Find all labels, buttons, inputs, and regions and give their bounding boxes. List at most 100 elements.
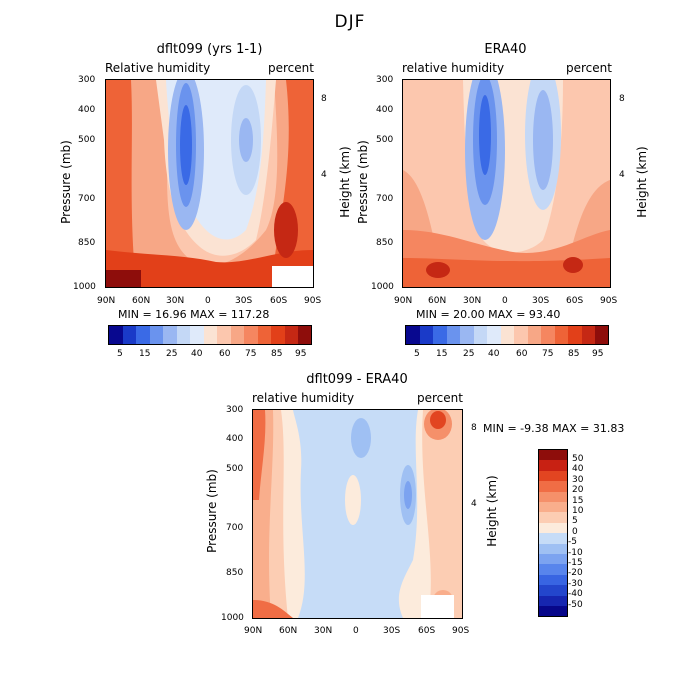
colorbar-label: 15 bbox=[572, 496, 584, 506]
units-label: percent bbox=[268, 61, 314, 75]
colorbar-label: 25 bbox=[463, 349, 475, 359]
colorbar-cell bbox=[298, 326, 311, 344]
colorbar-cell bbox=[539, 481, 567, 492]
lat-tick-30N: 30N bbox=[314, 626, 333, 636]
height-tick-8: 8 bbox=[619, 94, 625, 104]
colorbar-cell bbox=[539, 543, 567, 554]
colorbar-label: 20 bbox=[572, 485, 584, 495]
lat-tick-90S: 90S bbox=[304, 296, 322, 306]
surface-max bbox=[106, 270, 141, 287]
variable-label: relative humidity bbox=[252, 391, 355, 405]
colorbar-cell bbox=[433, 326, 447, 344]
pressure-tick-500: 500 bbox=[376, 135, 394, 145]
lat-tick-90N: 90N bbox=[394, 296, 413, 306]
colorbar-label: 25 bbox=[166, 349, 178, 359]
lat-tick-30S: 30S bbox=[383, 626, 401, 636]
colorbar-cell bbox=[230, 326, 244, 344]
colorbar-label: -40 bbox=[568, 589, 583, 599]
missing-data-mask bbox=[421, 595, 454, 618]
pressure-tick-400: 400 bbox=[376, 105, 394, 115]
colorbar-label: 10 bbox=[572, 506, 584, 516]
panel-difference: dflt099 - ERA40 relative humidity percen… bbox=[0, 360, 700, 700]
pos-patch-mid bbox=[345, 475, 361, 525]
colorbar-label: 60 bbox=[219, 349, 231, 359]
colorbar-cell bbox=[539, 450, 567, 461]
height-tick-4: 4 bbox=[321, 170, 327, 180]
lat-tick-60S: 60S bbox=[270, 296, 288, 306]
colorbar-cell bbox=[539, 470, 567, 482]
colorbar-label: -15 bbox=[568, 558, 583, 568]
height-tick-4: 4 bbox=[619, 170, 625, 180]
colorbar-cell bbox=[500, 326, 514, 344]
colorbar-cell bbox=[581, 326, 595, 344]
y-axis-label: Pressure (mb) bbox=[356, 140, 370, 224]
lat-tick-60N: 60N bbox=[279, 626, 298, 636]
panel-left: dflt099 (yrs 1-1) Relative humidity perc… bbox=[0, 0, 352, 360]
colorbar-label: 40 bbox=[191, 349, 203, 359]
pressure-tick-500: 500 bbox=[226, 464, 244, 474]
variable-label: relative humidity bbox=[402, 61, 505, 75]
height-tick-8: 8 bbox=[471, 423, 477, 433]
colorbar-cell bbox=[460, 326, 474, 344]
lat-tick-30S: 30S bbox=[235, 296, 253, 306]
neg-cell-tropics bbox=[351, 418, 371, 458]
colorbar-label: 5 bbox=[117, 349, 123, 359]
pressure-tick-1000: 1000 bbox=[221, 613, 244, 623]
colorbar-cell bbox=[539, 491, 567, 502]
colorbar-cell bbox=[539, 554, 567, 565]
colorbar-cell bbox=[257, 326, 271, 344]
y2-axis-label: Height (km) bbox=[635, 146, 649, 218]
boundary-layer-moist bbox=[106, 250, 313, 287]
contour-plot bbox=[252, 409, 463, 619]
pressure-tick-400: 400 bbox=[226, 434, 244, 444]
colorbar-label: -5 bbox=[568, 537, 577, 547]
pos-cell-surface-west bbox=[253, 600, 293, 618]
pressure-tick-700: 700 bbox=[226, 523, 244, 533]
pressure-tick-850: 850 bbox=[226, 568, 244, 578]
lat-tick-30S: 30S bbox=[532, 296, 550, 306]
colorbar-cell bbox=[109, 326, 123, 344]
lat-tick-60S: 60S bbox=[418, 626, 436, 636]
min-max-stats: MIN = -9.38 MAX = 31.83 bbox=[483, 422, 625, 435]
lat-tick-0: 0 bbox=[205, 296, 211, 306]
colorbar bbox=[108, 325, 312, 345]
colorbar-label: 85 bbox=[568, 349, 580, 359]
colorbar-cell bbox=[539, 595, 567, 606]
colorbar-cell bbox=[122, 326, 136, 344]
units-label: percent bbox=[566, 61, 612, 75]
lat-tick-60S: 60S bbox=[566, 296, 584, 306]
colorbar-cell bbox=[568, 326, 582, 344]
colorbar-label: 50 bbox=[572, 454, 584, 464]
colorbar-cell bbox=[514, 326, 528, 344]
colorbar-cell bbox=[539, 585, 567, 596]
colorbar-label: -20 bbox=[568, 568, 583, 578]
colorbar-cell bbox=[473, 326, 487, 344]
contour-plot bbox=[105, 79, 314, 288]
colorbar-cell bbox=[539, 564, 567, 575]
colorbar-cell bbox=[406, 326, 420, 344]
y2-axis-label: Height (km) bbox=[485, 475, 499, 547]
dry-band-tropics-core bbox=[479, 95, 491, 175]
colorbar-cell bbox=[527, 326, 541, 344]
pressure-tick-1000: 1000 bbox=[371, 282, 394, 292]
colorbar-label: 60 bbox=[516, 349, 528, 359]
colorbar bbox=[405, 325, 609, 345]
colorbar-cell bbox=[541, 326, 555, 344]
pos-cell-east-top-core bbox=[430, 411, 446, 429]
pressure-tick-850: 850 bbox=[376, 238, 394, 248]
colorbar-cell bbox=[539, 512, 567, 523]
lat-tick-90N: 90N bbox=[97, 296, 116, 306]
colorbar-cell bbox=[539, 533, 567, 544]
lat-tick-30N: 30N bbox=[463, 296, 482, 306]
colorbar-cell bbox=[554, 326, 568, 344]
colorbar-label: 5 bbox=[572, 516, 578, 526]
colorbar-label: 85 bbox=[271, 349, 283, 359]
colorbar-cell bbox=[271, 326, 285, 344]
page-title: DJF bbox=[334, 12, 366, 32]
panel-title: ERA40 bbox=[484, 42, 527, 57]
pressure-tick-850: 850 bbox=[78, 238, 96, 248]
pressure-tick-500: 500 bbox=[78, 135, 96, 145]
colorbar-cell bbox=[190, 326, 204, 344]
boundary-layer-core bbox=[403, 258, 610, 287]
moist-cell-north bbox=[426, 262, 450, 278]
